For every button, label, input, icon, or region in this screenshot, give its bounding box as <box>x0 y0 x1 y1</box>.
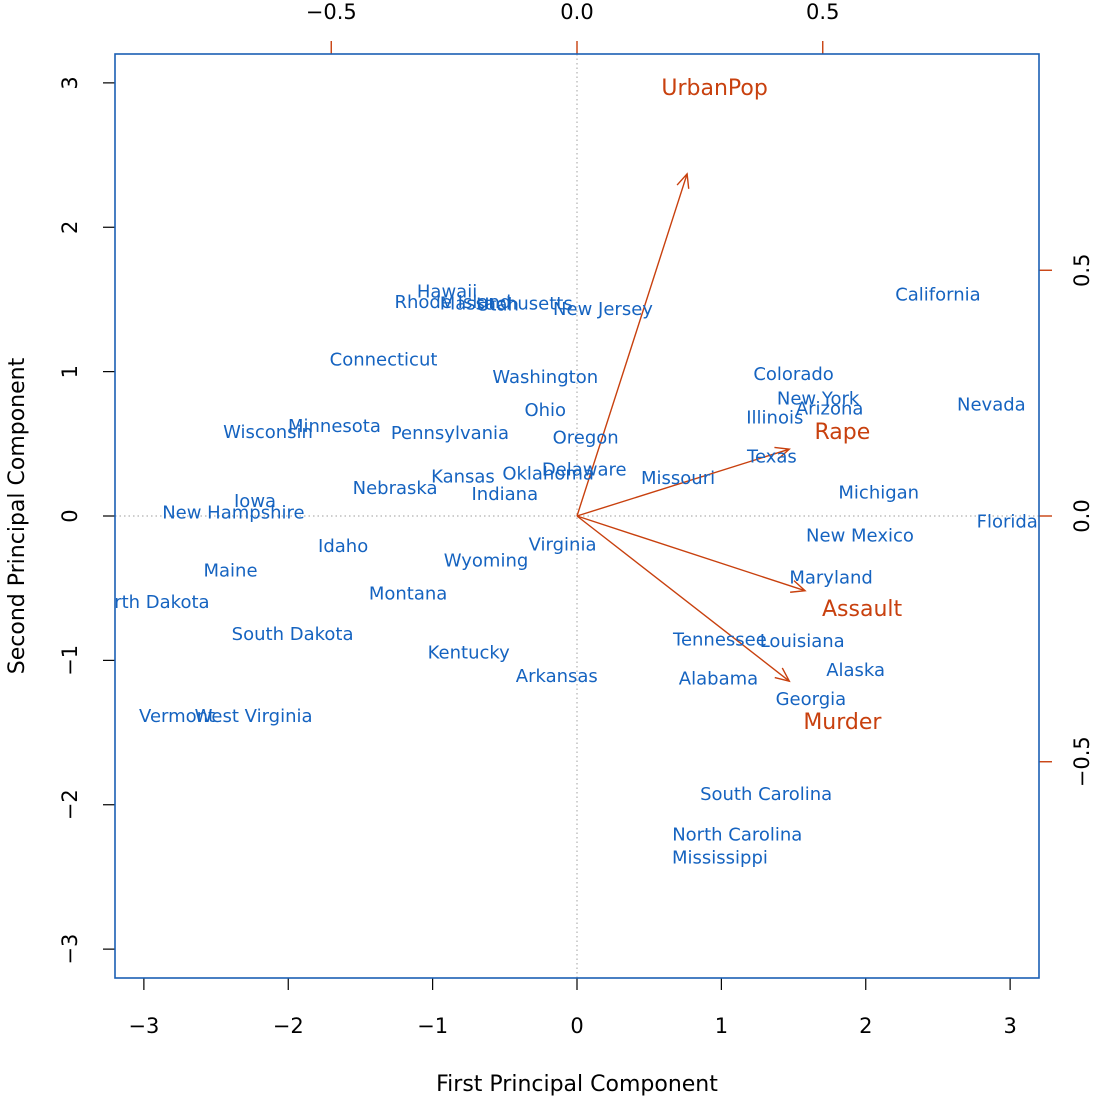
state-label: North Carolina <box>672 825 802 846</box>
state-label: Minnesota <box>288 416 381 437</box>
state-label: Massachusetts <box>440 293 573 314</box>
state-label: Nebraska <box>353 478 438 499</box>
x-tick-label: 2 <box>859 1014 872 1038</box>
state-label: Michigan <box>838 482 919 503</box>
y-tick-label: −2 <box>58 789 82 820</box>
vector-label: Murder <box>803 710 882 735</box>
state-label: Oklahoma <box>502 464 594 485</box>
state-label: Illinois <box>746 407 803 428</box>
state-label: Connecticut <box>330 350 438 371</box>
state-label: Mississippi <box>672 848 768 869</box>
state-label: Colorado <box>753 364 833 385</box>
x-tick-label: −3 <box>128 1014 159 1038</box>
state-label: Indiana <box>472 484 539 505</box>
state-label: Iowa <box>234 491 276 512</box>
state-label: South Dakota <box>232 624 354 645</box>
vector-label: Rape <box>815 420 871 445</box>
top-tick-label: −0.5 <box>306 0 357 24</box>
vector-arrowhead <box>774 446 791 460</box>
y-tick-label: −3 <box>58 934 82 965</box>
state-label: Texas <box>746 446 797 467</box>
vector-arrowhead <box>676 172 690 189</box>
state-label: Montana <box>369 583 447 604</box>
state-label: North Dakota <box>90 592 210 613</box>
state-label: New Mexico <box>806 526 914 547</box>
state-label: Arkansas <box>516 666 598 687</box>
state-label: West Virginia <box>195 706 313 727</box>
state-label: Kentucky <box>428 643 511 664</box>
state-points: Alabama Alaska Arizona Arkansas California Co… <box>90 282 1038 869</box>
reference-lines <box>115 54 1039 978</box>
vector-label: Assault <box>822 597 903 622</box>
y-tick-label: 0 <box>58 509 82 522</box>
state-label: Florida <box>977 511 1038 532</box>
x-tick-label: 1 <box>715 1014 728 1038</box>
state-label: Alaska <box>826 660 885 681</box>
state-label: New York <box>777 389 860 410</box>
vector-line <box>576 173 688 517</box>
state-label: California <box>895 285 980 306</box>
vector-label: UrbanPop <box>661 76 767 101</box>
state-label: Tennessee <box>672 630 767 651</box>
plot-frame <box>114 53 1040 979</box>
state-label: Hawaii <box>417 282 477 303</box>
state-label: Virginia <box>529 534 597 555</box>
state-label: Idaho <box>318 536 368 557</box>
state-label: Wisconsin <box>223 422 313 443</box>
x-tick-label: 0 <box>570 1014 583 1038</box>
state-label: Ohio <box>524 400 566 421</box>
top-tick-label: 0.5 <box>806 0 839 24</box>
x-axis-title: First Principal Component <box>436 1072 718 1097</box>
state-label: Alabama <box>679 669 758 690</box>
state-label: Nevada <box>957 394 1026 415</box>
state-label: Washington <box>492 367 598 388</box>
vector-line <box>576 448 790 517</box>
y-axis-title: Second Principal Component <box>5 357 30 674</box>
vector-arrowhead <box>774 667 791 683</box>
state-label: Wyoming <box>444 550 529 571</box>
state-label: New Jersey <box>553 299 653 320</box>
vector-line <box>576 515 790 682</box>
x-tick-label: −1 <box>417 1014 448 1038</box>
state-label: South Carolina <box>700 784 832 805</box>
state-label: Arizona <box>796 399 864 420</box>
state-label: Delaware <box>542 459 627 480</box>
vector-arrowhead <box>790 580 807 593</box>
y-tick-label: 2 <box>58 221 82 234</box>
state-label: Maryland <box>789 568 872 589</box>
right-tick-label: 0.0 <box>1070 499 1094 532</box>
state-label: Kansas <box>431 467 495 488</box>
x-tick-label: 3 <box>1003 1014 1016 1038</box>
right-tick-label: 0.5 <box>1070 254 1094 287</box>
vector-line <box>576 515 806 592</box>
state-label: Maine <box>203 560 257 581</box>
state-label: Louisiana <box>760 631 845 652</box>
state-label: Pennsylvania <box>391 423 509 444</box>
y-tick-label: 3 <box>58 76 82 89</box>
x-tick-label: −2 <box>273 1014 304 1038</box>
axes: −3 −2 −1 0 1 2 3 −3 −2 −1 0 1 2 3 −0.5 0.0 0.5 −0.5 0.0 0.5 <box>58 0 1094 1038</box>
y-tick-label: 1 <box>58 365 82 378</box>
state-label: Vermont <box>139 706 215 727</box>
state-label: New Hampshire <box>162 503 304 524</box>
right-tick-label: −0.5 <box>1070 736 1094 787</box>
state-label: Utah <box>476 295 519 316</box>
y-tick-label: −1 <box>58 645 82 676</box>
state-label: Missouri <box>641 468 715 489</box>
state-label: Georgia <box>776 689 847 710</box>
state-label: Rhode Island <box>394 292 511 313</box>
state-label: Oregon <box>553 428 619 449</box>
loading-vectors: Murder Assault UrbanPop Rape <box>576 76 903 735</box>
top-tick-label: 0.0 <box>560 0 593 24</box>
